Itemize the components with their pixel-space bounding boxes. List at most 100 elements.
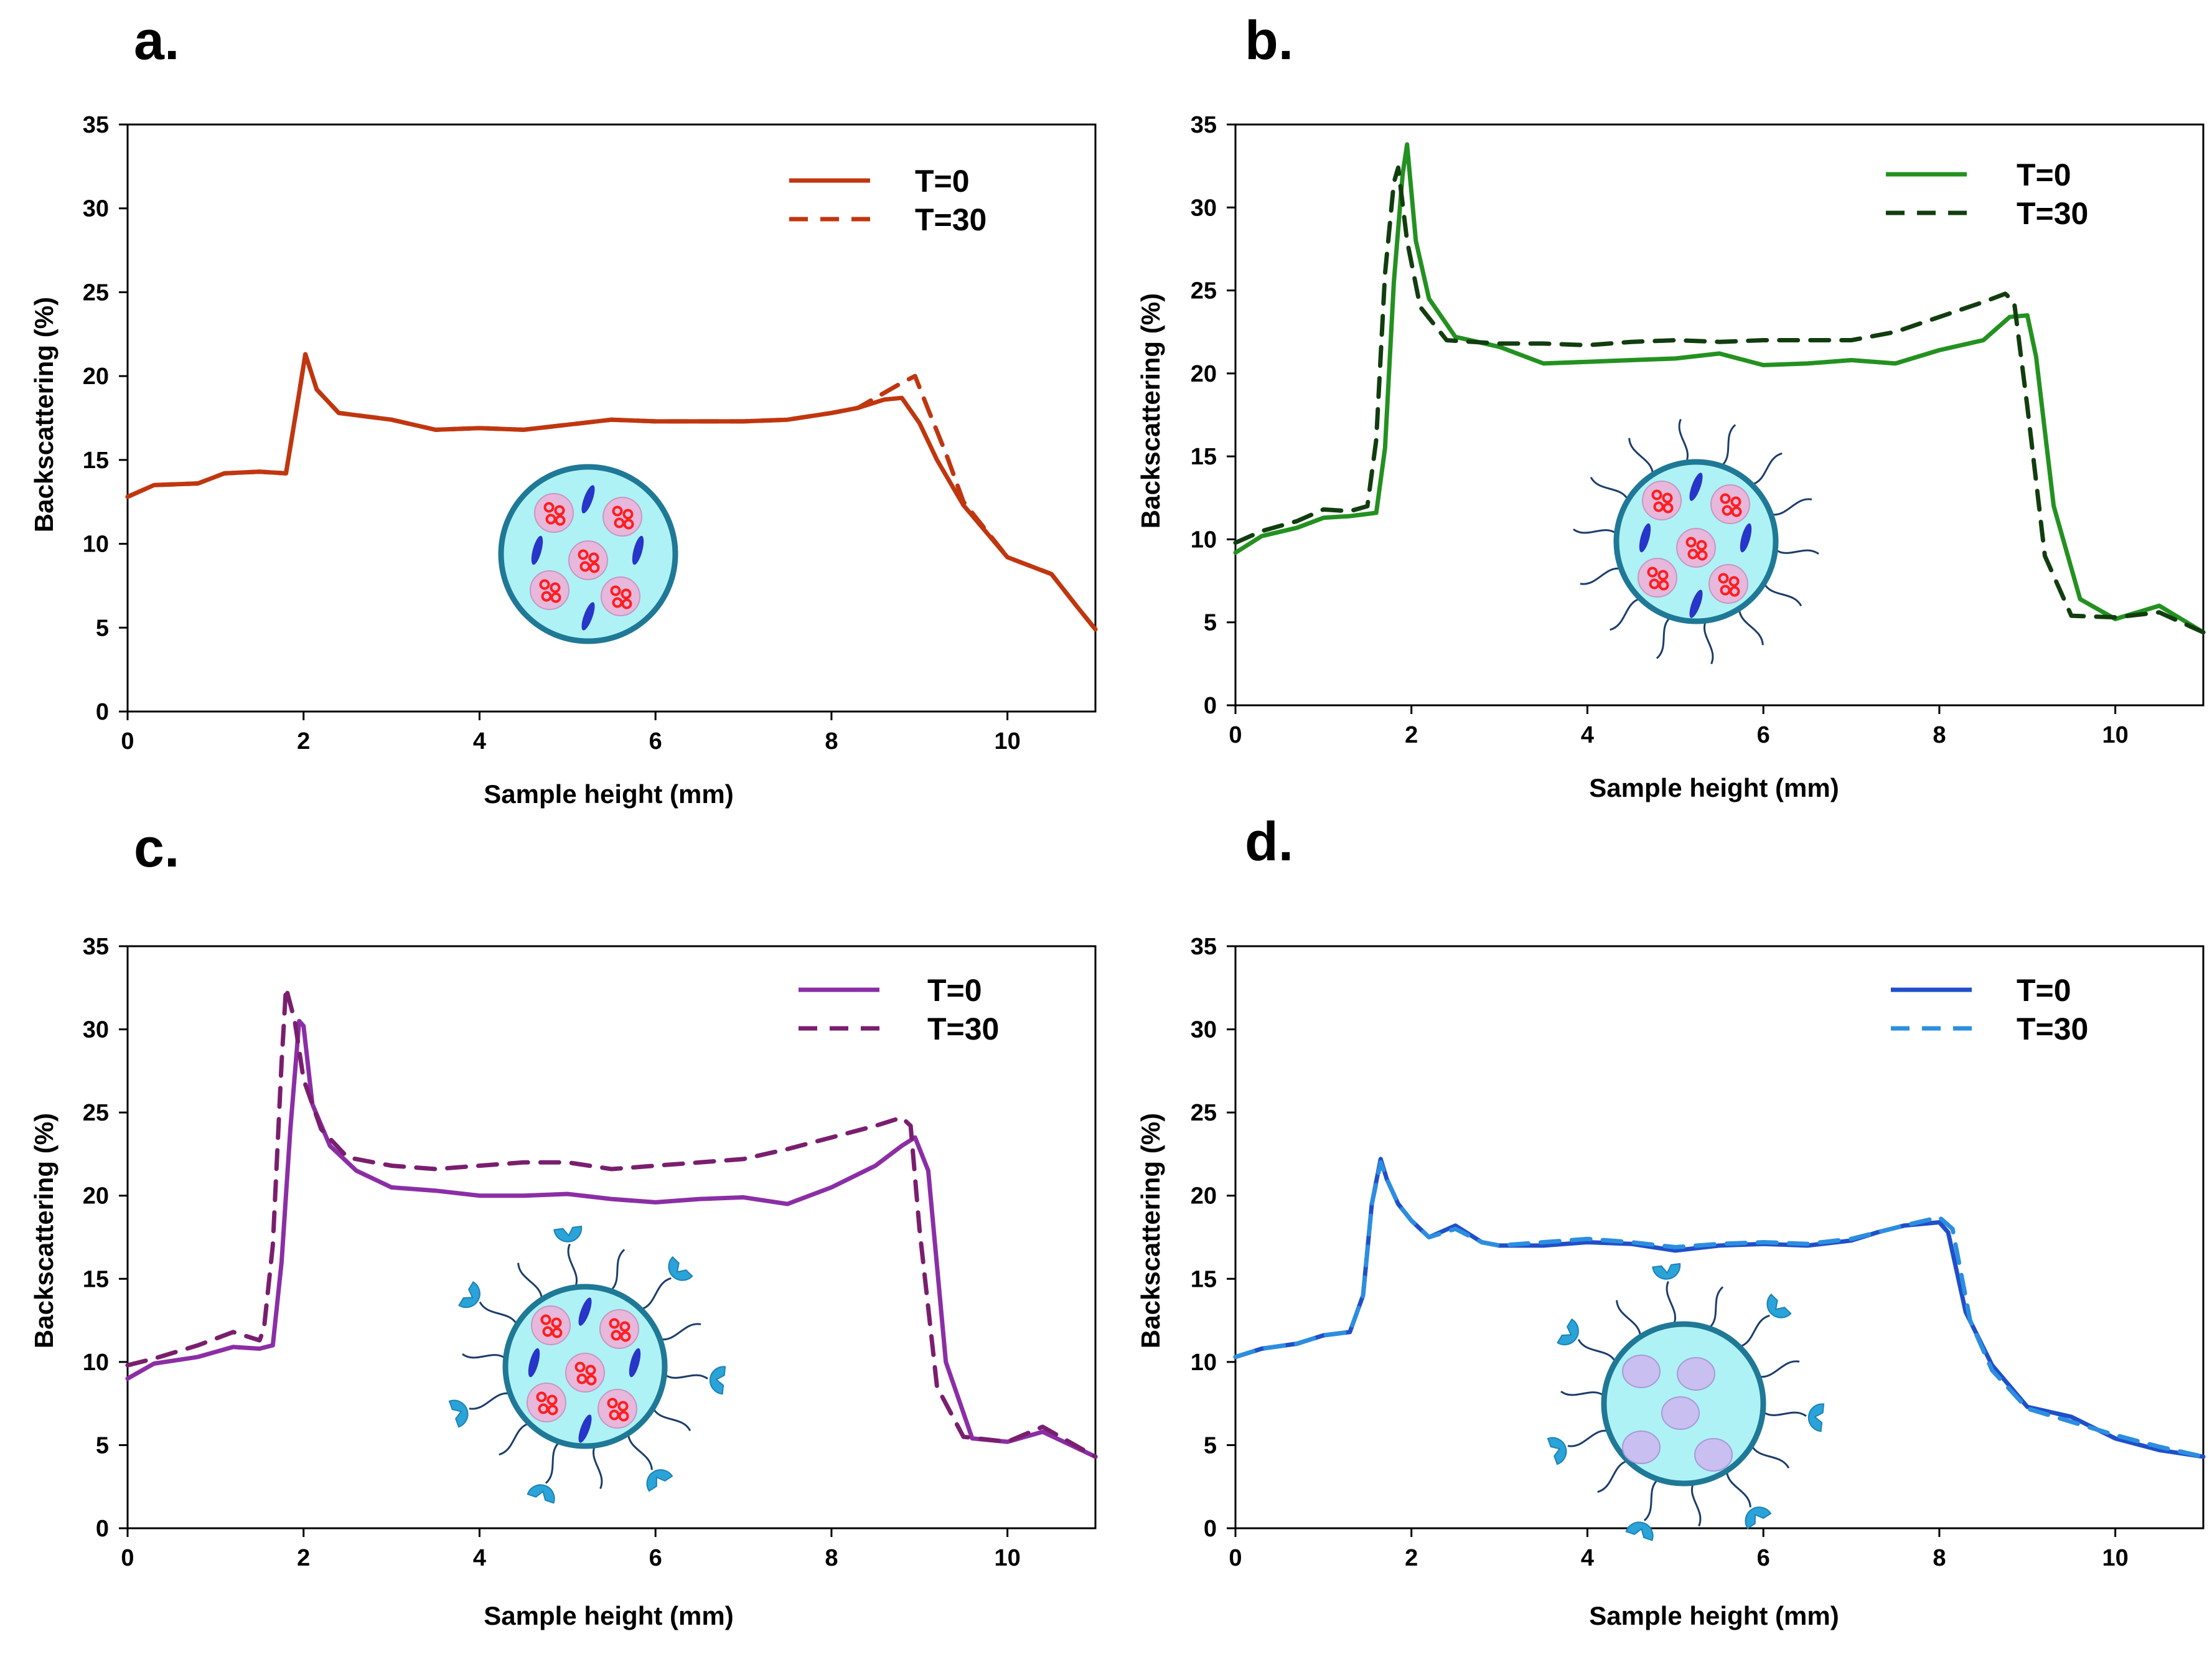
cargo-dot [1647, 566, 1658, 578]
x-tick-label: 0 [121, 1545, 134, 1571]
y-tick-label: 15 [83, 1266, 109, 1292]
series-line-t0 [1233, 142, 2206, 635]
y-axis-label: Backscattering (%) [29, 297, 59, 532]
legend-label: T=30 [915, 202, 986, 237]
cargo-dot [541, 591, 552, 602]
cargo-dot [621, 588, 632, 599]
peg-chain [1560, 1390, 1605, 1397]
series-line-t0 [125, 1018, 1098, 1459]
y-tick-label: 15 [83, 448, 109, 474]
peg-chain [1770, 498, 1812, 516]
peg-chain [609, 1249, 626, 1292]
y-tick-label: 20 [1191, 361, 1217, 387]
panel-c: c. 0 5 10 15 20 25 30 35 0 2 4 6 8 10 T=0 T=30 Sample h… [29, 817, 1098, 1630]
y-tick-label: 35 [1191, 112, 1217, 138]
cargo-dot [609, 1409, 620, 1421]
x-tick-label: 0 [1229, 1545, 1242, 1571]
ligand-icon [1652, 1262, 1681, 1280]
cargo-dot [618, 1411, 629, 1422]
peg-chain [1725, 1470, 1751, 1508]
cargo-dot [578, 549, 589, 560]
ligand-icon [553, 1225, 583, 1243]
vesicle [1622, 1355, 1661, 1388]
cargo-dot [612, 597, 623, 608]
peg-chain [663, 1373, 708, 1380]
y-axis-label: Backscattering (%) [29, 1113, 59, 1348]
y-tick-label: 20 [83, 364, 109, 390]
x-tick-label: 10 [994, 1545, 1020, 1571]
legend-label: T=0 [927, 973, 982, 1008]
peg-chain [627, 1433, 653, 1470]
y-tick-label: 15 [1191, 1266, 1217, 1292]
antibody-shape [1547, 1437, 1567, 1465]
legend: T=0 T=30 [1886, 157, 2088, 231]
x-tick-label: 4 [473, 728, 486, 754]
series-line-t30 [125, 352, 1098, 632]
cargo-dot [1720, 585, 1731, 596]
cargo-dot [609, 1318, 620, 1329]
y-tick-label: 30 [83, 1017, 109, 1043]
cargo-dot [611, 1330, 622, 1341]
y-tick-label: 25 [1191, 278, 1217, 304]
peg-chain [1616, 1300, 1642, 1337]
panel-letter-b: b. [1245, 9, 1293, 71]
y-tick-label: 30 [1191, 1017, 1217, 1043]
peg-chain [1573, 528, 1618, 535]
legend: T=0 T=30 [1891, 973, 2088, 1046]
cargo-dot [538, 1403, 549, 1414]
peg-chain [1643, 1478, 1659, 1521]
peg-chain [545, 1441, 561, 1484]
cargo-dot [1718, 573, 1729, 584]
ligand-icon [1807, 1403, 1825, 1432]
cargo-dot [1662, 502, 1674, 514]
peg-chain [1751, 452, 1783, 486]
cargo-dot [1720, 493, 1731, 504]
drug-molecule [528, 1348, 540, 1378]
vesicle [1677, 1357, 1715, 1391]
drug-molecule [578, 1297, 592, 1326]
ligand-icon [1745, 1506, 1772, 1529]
y-axis-label: Backscattering (%) [1136, 1113, 1165, 1348]
vesicle [601, 576, 640, 616]
y-tick-label: 5 [96, 615, 109, 641]
y-tick-label: 10 [83, 1350, 109, 1376]
cargo-dot [539, 579, 550, 590]
y-tick-label: 5 [1204, 1432, 1217, 1459]
antibody-shape [1807, 1403, 1825, 1432]
peg-chain [1656, 616, 1672, 659]
series-line-t30 [1233, 165, 2206, 635]
cargo-dot [579, 561, 591, 572]
peg-chain [652, 1407, 691, 1432]
vesicle [1642, 481, 1682, 520]
drug-molecule [578, 1414, 592, 1443]
peg-chain [1704, 620, 1714, 665]
vesicle [1694, 1438, 1733, 1472]
peg-chain [1666, 1280, 1676, 1325]
x-tick-label: 10 [2102, 722, 2128, 748]
vesicle [1638, 558, 1677, 598]
drug-molecule [1639, 523, 1651, 553]
legend-label: T=30 [2017, 1012, 2088, 1046]
antibody-shape [1766, 1293, 1792, 1318]
ligand-icon [448, 1399, 469, 1428]
y-tick-label: 10 [83, 532, 109, 558]
antibody-shape [709, 1366, 726, 1395]
y-tick-label: 0 [96, 699, 109, 725]
cargo-dot [623, 519, 634, 530]
panel-d: d. 0 5 10 15 20 25 30 35 0 2 4 6 8 10 T=0 T=30 Sample h… [1136, 811, 2206, 1630]
antibody-shape [553, 1225, 583, 1243]
x-tick-label: 6 [649, 1545, 662, 1571]
peg-chain [462, 1353, 507, 1360]
vesicle [598, 1389, 637, 1429]
peg-chain [1580, 567, 1622, 585]
vesicle [1710, 484, 1750, 524]
peg-chain [659, 1323, 701, 1341]
panel-b: b. 0 5 10 15 20 25 30 35 0 2 4 6 8 10 T=0 T=30 Sample h… [1136, 9, 2206, 802]
legend-label: T=30 [927, 1012, 999, 1046]
y-tick-label: 0 [1204, 693, 1217, 719]
cargo-dot [536, 1391, 547, 1403]
y-tick-label: 25 [83, 280, 109, 306]
antibody-shape [646, 1469, 673, 1492]
